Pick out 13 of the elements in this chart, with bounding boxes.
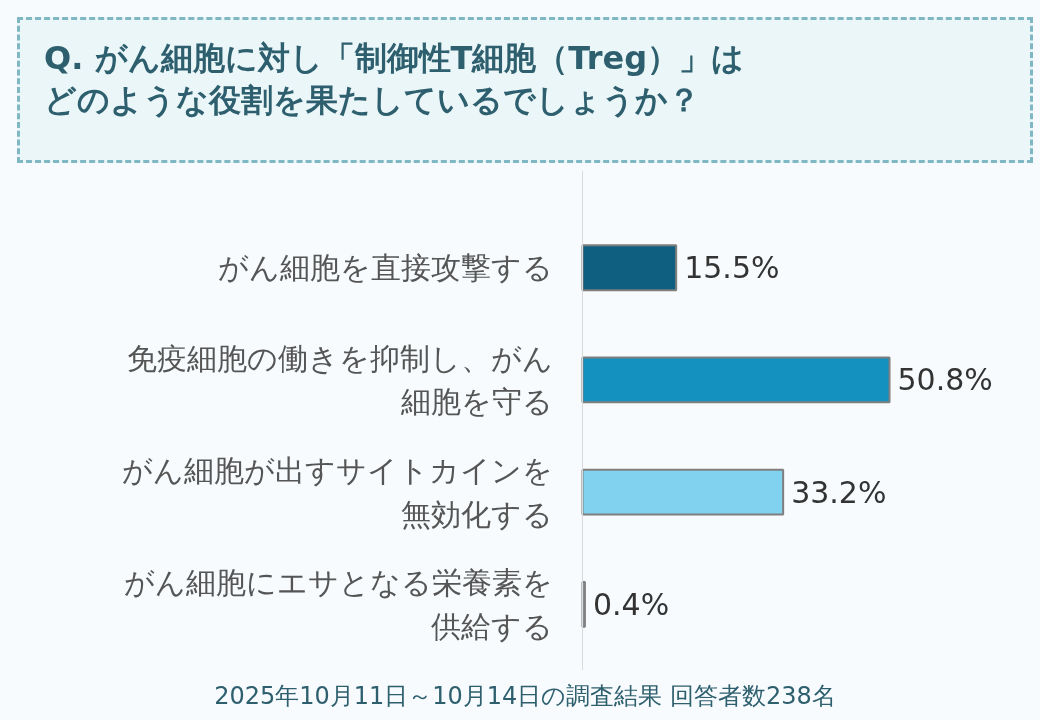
- bar: [581, 356, 891, 404]
- data-label: 33.2%: [791, 474, 887, 510]
- data-label: 0.4%: [592, 586, 670, 622]
- chart-title: Q. がん細胞に対し「制御性T細胞（Treg）」はどのような役割を果たしているでしょうか？: [17, 17, 1033, 163]
- text: 2025年10月11日～10月14日の調査結果 回答者数238名: [213, 681, 837, 712]
- bar: [581, 468, 785, 516]
- y-tick-label: がん細胞を直接攻撃する: [217, 250, 553, 286]
- data-label: 50.8%: [897, 362, 993, 398]
- y-tick-label: がん細胞にエサとなる栄養素を供給する: [123, 564, 553, 644]
- bar: [581, 244, 678, 292]
- y-tick-label: がん細胞が出すサイトカインを無効化する: [121, 452, 553, 532]
- y-tick-label: 免疫細胞の働きを抑制し、がん細胞を守る: [126, 340, 553, 420]
- data-label: 15.5%: [684, 250, 780, 286]
